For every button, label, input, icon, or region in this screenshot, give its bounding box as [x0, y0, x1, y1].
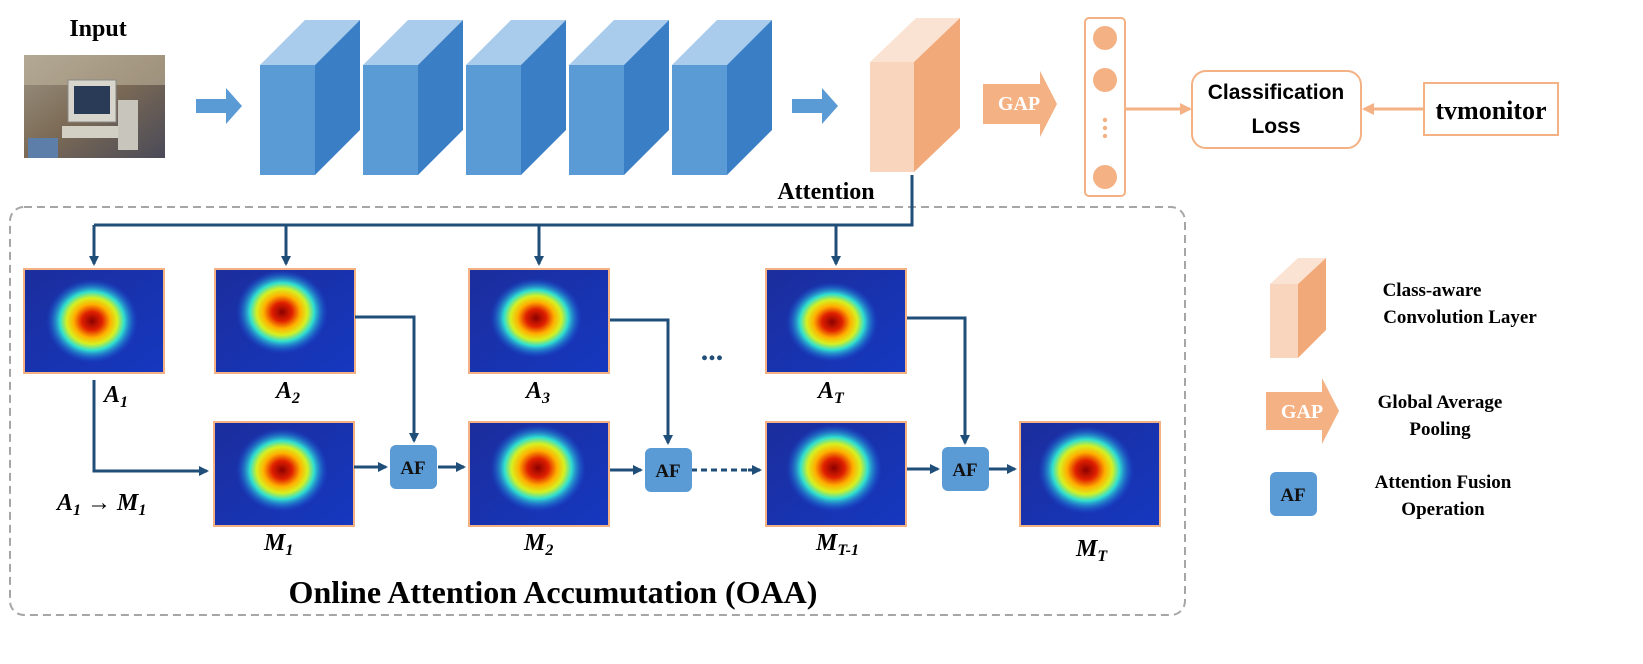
gap-arrow	[983, 71, 1057, 137]
conv-block-2	[363, 20, 463, 175]
svg-text:AF: AF	[1280, 485, 1305, 506]
class-label-box	[1423, 82, 1559, 136]
legend: Class-aware Convolution Layer GAP Global…	[1266, 258, 1537, 520]
legend-gap-line2: Pooling	[1409, 419, 1471, 440]
label-a3: A3	[524, 378, 550, 407]
heatmap-m1	[213, 421, 355, 527]
af-box-1: AF	[390, 445, 437, 489]
heatmap-mt	[1019, 421, 1161, 527]
heatmap-a3	[468, 268, 610, 374]
af-box-3: AF	[942, 447, 989, 491]
class-aware-conv-layer	[870, 18, 960, 172]
classification-loss-box	[1191, 70, 1362, 149]
legend-af-line2: Operation	[1401, 499, 1485, 520]
heatmap-mt-1	[765, 421, 907, 527]
class-label: tvmonitor	[1435, 96, 1546, 125]
input-label: Input	[69, 16, 126, 42]
backbone	[260, 20, 772, 175]
label-at: AT	[816, 378, 845, 407]
label-mt: MT	[1075, 536, 1108, 565]
classification-loss-line1: Classification	[1208, 81, 1345, 104]
flow-connectors	[92, 315, 1017, 476]
legend-gap-line1: Global Average	[1378, 392, 1503, 413]
oaa-container	[9, 206, 1186, 616]
label-m1: M1	[263, 530, 293, 559]
label-a1: A1	[102, 382, 128, 411]
conv-block-3	[466, 20, 566, 175]
svg-text:AF: AF	[952, 460, 977, 481]
legend-conv-line1: Class-aware	[1383, 280, 1482, 301]
conv-block-1	[260, 20, 360, 175]
legend-af-icon: AF	[1270, 472, 1317, 516]
backbone-output-arrow	[792, 88, 838, 124]
heatmap-a2	[214, 268, 356, 374]
input-arrow	[196, 88, 242, 124]
svg-text:AF: AF	[655, 461, 680, 482]
conv-block-5	[672, 20, 772, 175]
legend-conv-line2: Convolution Layer	[1383, 307, 1537, 328]
heatmap-at	[765, 268, 907, 374]
legend-af-line1: Attention Fusion	[1375, 472, 1512, 493]
legend-gap-icon: GAP	[1266, 378, 1339, 444]
af-box-2: AF	[645, 448, 692, 492]
svg-text:GAP: GAP	[1281, 401, 1323, 423]
heatmap-a1	[23, 268, 165, 374]
label-m2: M2	[523, 530, 553, 559]
label-a2: A2	[274, 378, 300, 407]
attention-distribution	[89, 175, 914, 266]
ellipsis-top: ...	[701, 334, 724, 367]
classification-loss-line2: Loss	[1251, 115, 1300, 138]
gap-label: GAP	[998, 93, 1040, 115]
init-label: A1 → M1	[55, 490, 146, 519]
conv-block-4	[569, 20, 669, 175]
oaa-title: Online Attention Accumutation (OAA)	[289, 574, 818, 610]
label-mt-1: MT-1	[815, 530, 859, 559]
legend-conv-icon	[1270, 258, 1326, 358]
feature-vector	[1084, 17, 1126, 197]
svg-text:AF: AF	[400, 458, 425, 479]
attention-label: Attention	[777, 179, 874, 205]
heatmap-m2	[468, 421, 610, 527]
input-image	[24, 55, 165, 158]
